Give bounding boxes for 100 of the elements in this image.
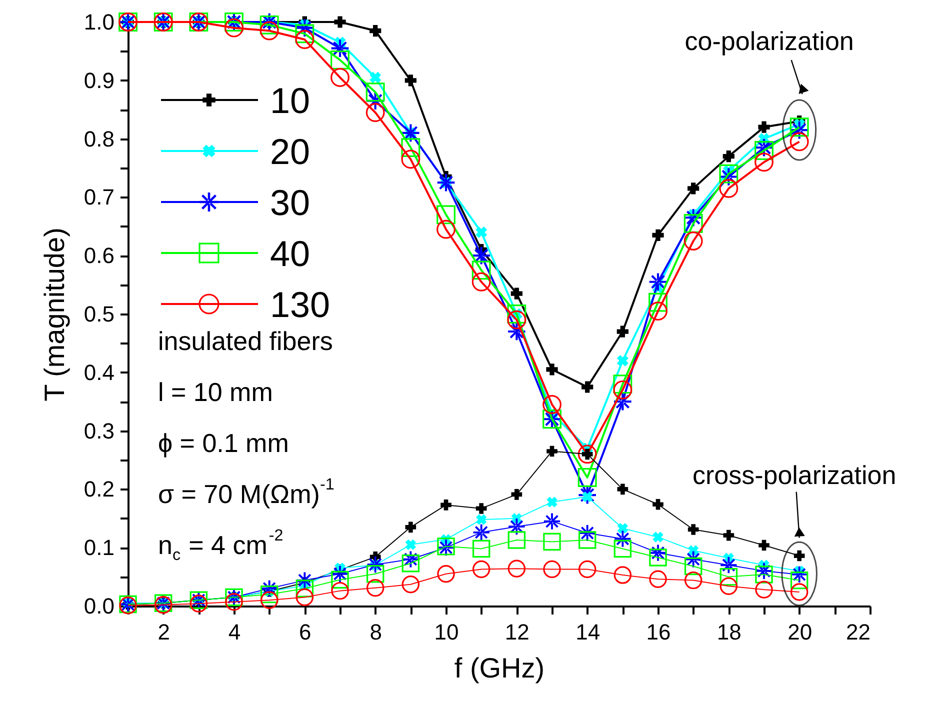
point	[437, 565, 455, 583]
point	[614, 566, 632, 584]
x-tick-label: 10	[434, 620, 459, 644]
point	[330, 68, 350, 87]
point	[544, 513, 560, 530]
point	[405, 539, 416, 550]
annotation: l = 10 mm	[158, 377, 273, 407]
point	[331, 582, 349, 600]
y-tick-label: 0.6	[84, 243, 114, 268]
point	[614, 530, 631, 547]
point	[507, 310, 526, 330]
point	[331, 40, 349, 57]
point	[476, 503, 487, 514]
point	[366, 103, 385, 122]
point	[723, 530, 734, 541]
point	[688, 524, 699, 535]
point	[295, 24, 314, 44]
point	[613, 380, 632, 400]
point	[616, 354, 628, 366]
point	[401, 138, 420, 158]
point	[790, 583, 808, 601]
point	[508, 560, 526, 578]
point	[578, 531, 596, 549]
y-tick-label: 0.8	[84, 126, 114, 152]
point	[472, 260, 491, 280]
point	[370, 72, 382, 84]
point	[755, 580, 773, 598]
point	[546, 446, 558, 457]
point	[260, 15, 279, 34]
point	[719, 164, 738, 184]
annotation: co-polarization	[684, 26, 854, 56]
point	[436, 205, 456, 224]
point	[754, 152, 774, 172]
point	[404, 74, 416, 86]
point	[296, 580, 314, 598]
point	[649, 570, 667, 588]
point	[472, 560, 490, 578]
x-tick-label: 18	[716, 620, 742, 644]
point	[758, 540, 770, 551]
point	[755, 566, 773, 584]
y-tick-label: 0.1	[84, 535, 114, 560]
point	[437, 174, 455, 192]
point	[334, 16, 346, 28]
point	[720, 577, 738, 595]
point	[546, 364, 558, 376]
point	[546, 496, 558, 508]
point	[648, 302, 668, 321]
point	[473, 524, 490, 540]
point	[719, 178, 738, 198]
point	[405, 522, 416, 533]
point	[649, 548, 667, 566]
annotation: cross-polarization	[692, 460, 896, 490]
point	[296, 588, 314, 606]
point	[472, 272, 491, 292]
point	[366, 565, 384, 583]
x-tick-label: 2	[158, 620, 170, 644]
y-tick-label: 0.0	[84, 594, 114, 618]
point	[617, 484, 628, 495]
legend-label: 20	[270, 131, 310, 172]
point	[260, 21, 279, 40]
point	[684, 214, 703, 233]
point	[440, 500, 452, 510]
point	[684, 232, 703, 250]
point	[652, 229, 664, 241]
point	[476, 514, 487, 525]
point	[652, 532, 664, 542]
point	[582, 381, 594, 393]
point	[330, 50, 350, 70]
point	[794, 550, 805, 562]
point	[543, 532, 561, 551]
point	[331, 570, 349, 589]
legend-label: 40	[270, 233, 310, 274]
point	[649, 273, 667, 291]
point	[507, 304, 526, 324]
annotation: ϕ = 0.1 mm	[158, 428, 289, 458]
point	[790, 132, 809, 152]
point	[436, 220, 456, 239]
point	[722, 150, 734, 162]
x-tick-label: 8	[370, 620, 382, 644]
x-tick-label: 22	[846, 620, 870, 644]
point	[758, 121, 770, 133]
x-tick-label: 4	[228, 620, 241, 644]
point	[578, 468, 597, 487]
point	[295, 30, 314, 49]
point	[190, 594, 208, 613]
x-tick-label: 16	[646, 620, 671, 644]
point	[648, 292, 668, 312]
point	[260, 591, 278, 610]
x-tick-label: 12	[504, 620, 530, 644]
x-tick-label: 14	[576, 620, 600, 644]
point	[684, 571, 702, 590]
point	[542, 395, 562, 414]
point	[616, 326, 628, 338]
point	[511, 489, 522, 500]
point	[720, 568, 738, 586]
point	[260, 585, 278, 604]
y-tick-label: 0.2	[84, 476, 114, 502]
annotation: insulated fibers	[158, 326, 333, 356]
y-tick-label: 0.4	[84, 360, 114, 385]
point	[617, 522, 628, 534]
